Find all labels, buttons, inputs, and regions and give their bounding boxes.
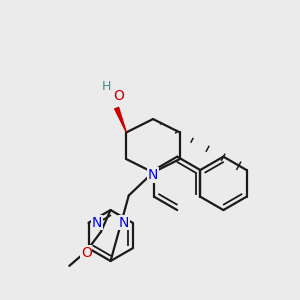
Text: N: N [148,168,158,182]
Text: N: N [92,216,102,230]
Polygon shape [115,107,126,132]
Text: O: O [114,89,124,103]
Text: H: H [102,80,112,93]
Text: N: N [119,216,129,230]
Text: O: O [81,245,92,260]
